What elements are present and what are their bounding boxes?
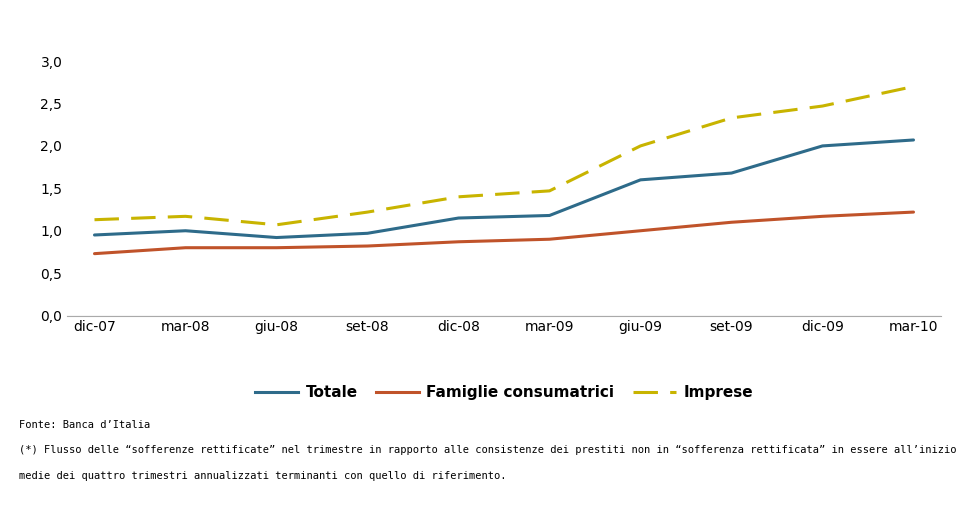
Legend: Totale, Famiglie consumatrici, Imprese: Totale, Famiglie consumatrici, Imprese [249, 379, 759, 406]
Text: Emilia-Romagna: tasso di decadimento (*) annuale dei prestiti per settore: Emilia-Romagna: tasso di decadimento (*)… [147, 16, 813, 32]
Text: Fonte: Banca d’Italia: Fonte: Banca d’Italia [19, 420, 151, 430]
Text: (*) Flusso delle “sofferenze rettificate” nel trimestre in rapporto alle consist: (*) Flusso delle “sofferenze rettificate… [19, 445, 960, 456]
Text: medie dei quattro trimestri annualizzati terminanti con quello di riferimento.: medie dei quattro trimestri annualizzati… [19, 471, 507, 481]
